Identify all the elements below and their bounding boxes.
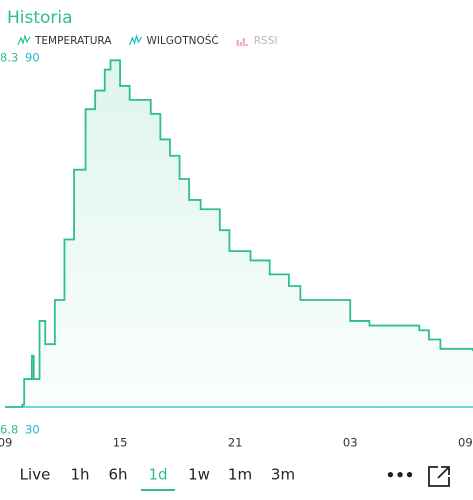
title: Historia	[7, 8, 73, 28]
legend: TEMPERATURA WILGOTNOŚĆ RSSI	[17, 33, 278, 47]
legend-item[interactable]: RSSI	[236, 35, 278, 47]
range-button[interactable]: 1w	[188, 466, 210, 484]
x-tick-label: 15	[113, 436, 128, 450]
legend-icon	[239, 42, 242, 46]
range-button[interactable]: 1m	[228, 466, 252, 484]
series-line	[5, 59, 473, 408]
range-button[interactable]: 6h	[108, 466, 127, 484]
y2-tick-label: 90	[25, 51, 40, 65]
x-tick-label: 21	[228, 436, 243, 450]
legend-icon	[236, 40, 239, 46]
legend-icon	[128, 33, 142, 46]
legend-item[interactable]: WILGOTNOŚĆ	[128, 33, 219, 47]
x-tick-label: 09	[458, 436, 473, 450]
more-button[interactable]: •••	[386, 467, 415, 485]
plot: 6.8 8.3 30 90 09 15 21 03 09	[0, 51, 473, 450]
open-external[interactable]	[428, 466, 450, 487]
range-button[interactable]: 1h	[70, 466, 89, 484]
y2-tick-label: 30	[25, 423, 40, 437]
area	[5, 60, 473, 408]
legend-icon	[17, 33, 31, 46]
legend-label: TEMPERATURA	[34, 35, 112, 47]
legend-label: RSSI	[254, 35, 278, 47]
y-tick-label: 6.8	[0, 423, 18, 437]
x-tick-label: 09	[0, 436, 12, 450]
range-underline	[141, 489, 175, 491]
x-tick-label: 03	[343, 436, 358, 450]
range-button[interactable]: Live	[20, 466, 51, 484]
legend-icon	[242, 38, 245, 46]
legend-icon	[245, 44, 248, 46]
range-bar: Live 1h 6h 1d 1w 1m 3m •••	[20, 466, 415, 491]
range-button[interactable]: 3m	[271, 466, 295, 484]
legend-item[interactable]: TEMPERATURA	[17, 33, 112, 47]
legend-label: WILGOTNOŚĆ	[146, 34, 218, 47]
range-button[interactable]: 1d	[148, 466, 167, 484]
y-tick-label: 8.3	[0, 51, 18, 65]
